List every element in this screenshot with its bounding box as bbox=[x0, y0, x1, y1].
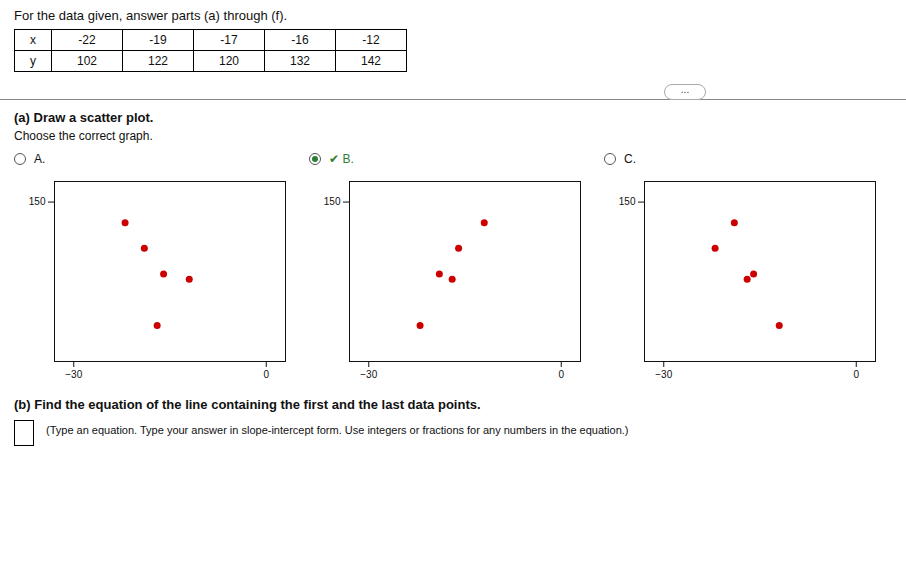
svg-text:0: 0 bbox=[558, 369, 564, 380]
html-text:y: y bbox=[30, 54, 36, 68]
svg-text:150: 150 bbox=[29, 196, 46, 207]
html-text:Choose the correct graph.: Choose the correct graph. bbox=[14, 129, 153, 143]
svg-text:0: 0 bbox=[853, 369, 859, 380]
html-text:For the data given, answer par: For the data given, answer parts (a) thr… bbox=[14, 8, 288, 23]
svg-text:−30: −30 bbox=[65, 369, 82, 380]
html-text:✔ B.: ✔ B. bbox=[329, 152, 354, 166]
svg-text:−30: −30 bbox=[360, 369, 377, 380]
html-text:120: 120 bbox=[219, 54, 239, 68]
html-text:A.: A. bbox=[34, 152, 46, 166]
html-text:-17: -17 bbox=[220, 33, 238, 47]
html-text:C.: C. bbox=[624, 152, 636, 166]
html-text:-12: -12 bbox=[362, 33, 380, 47]
html-text:-16: -16 bbox=[291, 33, 309, 47]
html-text:-19: -19 bbox=[149, 33, 167, 47]
html-text:x: x bbox=[30, 33, 36, 47]
html-text:(b) Find the equation of the l: (b) Find the equation of the line contai… bbox=[14, 397, 481, 412]
svg-text:150: 150 bbox=[619, 196, 636, 207]
html-text:142: 142 bbox=[361, 54, 381, 68]
html-text:122: 122 bbox=[148, 54, 168, 68]
svg-text:−30: −30 bbox=[655, 369, 672, 380]
svg-text:0: 0 bbox=[263, 369, 269, 380]
html-text:(a) Draw a scatter plot.: (a) Draw a scatter plot. bbox=[14, 110, 154, 125]
html-text:132: 132 bbox=[290, 54, 310, 68]
html-text:-22: -22 bbox=[78, 33, 96, 47]
html-text:(Type an equation. Type your a: (Type an equation. Type your answer in s… bbox=[46, 424, 629, 436]
html-text:102: 102 bbox=[77, 54, 97, 68]
svg-text:150: 150 bbox=[324, 196, 341, 207]
